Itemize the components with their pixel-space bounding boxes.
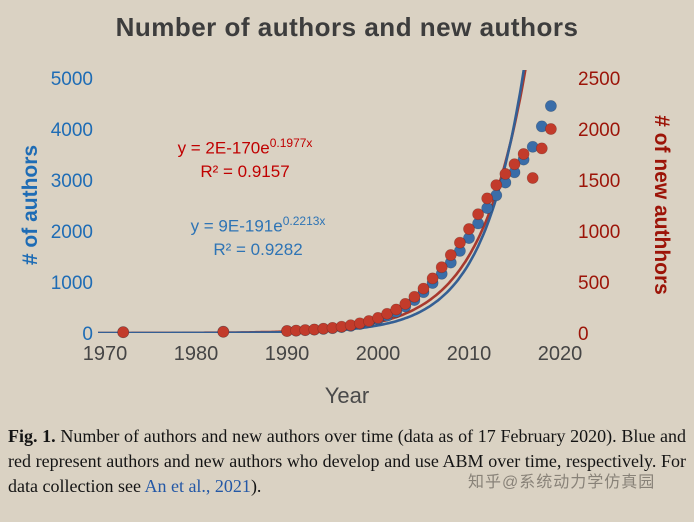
new_authors-point [444,249,457,261]
new_authors-point [426,272,439,285]
figure-caption: Fig. 1. Number of authors and new author… [8,424,686,500]
new_authors-point [117,326,130,339]
chart-plot: 1970 1980 1990 2000 2010 20200100020003000400… [51,69,621,365]
new_authors-point [390,303,403,316]
new_authors-point [490,179,503,191]
left-tick-label: 4000 [51,120,93,141]
caption-text-before-link: Number of authors and new authors over t… [8,426,687,497]
right-tick-label: 2000 [578,120,620,141]
caption-text-after-link: ). [250,476,262,497]
new_authors-point [408,290,421,303]
new_authors-point [417,282,430,295]
new_authors-point [517,148,530,160]
right-tick-label: 2500 [578,69,620,90]
right-tick-label: 1000 [578,222,620,243]
authors_fit-curve [98,70,526,333]
authors-point [545,100,557,112]
left-tick-label: 1000 [51,273,93,294]
new_authors-point [463,223,475,235]
fig-label: Fig. 1. [8,426,56,446]
left-tick-label: 3000 [51,171,93,192]
x-tick-label: 2000 [356,343,401,365]
x-tick-label: 2010 [447,343,492,365]
x-tick-label: 1970 [83,343,128,365]
chart-title: Number of authors and new authors [115,12,579,42]
new_authors-point [508,158,521,171]
new_authors-point [545,123,557,135]
right-tick-label: 1500 [578,171,620,192]
new_authors-point [472,208,484,221]
new_authors_fit-curve [98,70,527,333]
new_authors-point [217,325,230,338]
new_authors-point [499,168,512,180]
x-tick-label: 1980 [174,343,219,365]
left-tick-label: 2000 [51,222,93,243]
right-tick-label: 0 [578,324,589,345]
new_authors-point [535,142,548,155]
left-tick-label: 5000 [51,69,93,90]
new_authors-point [526,172,539,184]
new_authors-point [435,261,448,274]
citation-link[interactable]: An et al., 2021 [144,476,251,497]
x-tick-label: 1990 [265,343,310,365]
left-tick-label: 0 [82,324,93,345]
new_authors-point [453,236,466,249]
new_authors-point [399,297,412,310]
x-tick-label: 2020 [538,343,583,365]
x-axis-label: Year [324,383,370,408]
right-tick-label: 500 [578,273,610,294]
new_authors-point [481,192,494,205]
